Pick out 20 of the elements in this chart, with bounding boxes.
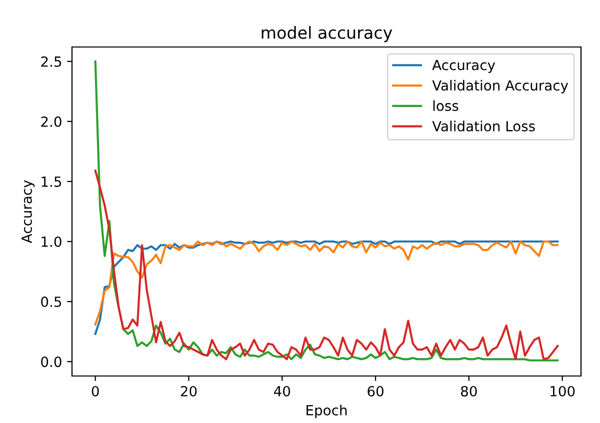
x-tick-label: 100 (550, 386, 575, 396)
x-tick-label: 20 (180, 386, 197, 396)
x-tick-label: 80 (461, 386, 477, 396)
x-axis-title: Epoch (306, 404, 347, 418)
y-tick-label: 0.0 (41, 356, 62, 368)
y-tick-label: 2.0 (41, 116, 62, 127)
legend-label: Validation Accuracy (432, 80, 568, 94)
x-tick-label: 60 (368, 386, 384, 396)
y-tick-label: 1.5 (42, 176, 62, 187)
chart-title: model accuracy (262, 26, 392, 42)
x-tick-label: 0 (92, 386, 99, 396)
legend-label: Accuracy (432, 60, 496, 73)
y-axis-title: Accuracy (22, 180, 35, 244)
line-series (94, 170, 559, 360)
y-tick-label: 1.0 (42, 236, 62, 247)
y-tick-label: 2.5 (41, 56, 62, 67)
x-tick-label: 40 (274, 386, 290, 396)
legend-label: Validation Loss (432, 120, 535, 132)
y-tick-label: 0.5 (41, 296, 62, 308)
legend-label: loss (433, 100, 458, 112)
